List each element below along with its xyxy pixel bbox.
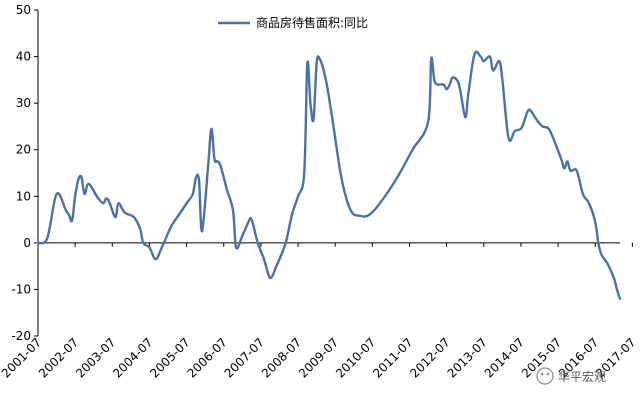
- x-tick-label: 2013-07: [445, 335, 490, 380]
- y-tick-label: 10: [16, 189, 31, 203]
- y-tick-label: -10: [11, 282, 31, 296]
- x-tick-label: 2003-07: [73, 335, 118, 380]
- y-tick-label: 50: [16, 3, 31, 17]
- y-tick-label: 40: [16, 50, 31, 64]
- x-tick-label: 2010-07: [333, 335, 378, 380]
- x-axis: 2001-072002-072003-072004-072005-072006-…: [0, 242, 639, 381]
- y-tick-label: 20: [16, 143, 31, 157]
- watermark: 华平宏观: [536, 367, 606, 385]
- y-tick-label: -20: [11, 329, 31, 343]
- y-tick-label: 30: [16, 96, 31, 110]
- x-tick-label: 2011-07: [370, 335, 415, 380]
- x-tick-label: 2004-07: [110, 335, 155, 380]
- x-tick-label: 2012-07: [407, 335, 452, 380]
- y-tick-label: 0: [23, 236, 31, 250]
- watermark-icon-dot: [546, 372, 550, 376]
- x-tick-label: 2006-07: [185, 335, 230, 380]
- y-axis: -20 -10 0 10 20 30 40 50: [11, 3, 38, 343]
- series-layer: [36, 50, 622, 300]
- x-tick-label: 2002-07: [36, 335, 81, 380]
- legend: 商品房待售面积:同比: [218, 15, 368, 30]
- axes-layer: [37, 10, 620, 336]
- x-tick-label: 2009-07: [296, 335, 341, 380]
- watermark-icon: [536, 367, 554, 385]
- series-line: [36, 50, 622, 300]
- x-tick-label: 2005-07: [147, 335, 192, 380]
- watermark-icon-dot: [540, 372, 544, 376]
- legend-label: 商品房待售面积:同比: [256, 15, 368, 30]
- x-tick-label: 2008-07: [259, 335, 304, 380]
- watermark-text: 华平宏观: [558, 369, 606, 384]
- x-tick-label: 2014-07: [482, 335, 527, 380]
- x-tick-label: 2007-07: [222, 335, 267, 380]
